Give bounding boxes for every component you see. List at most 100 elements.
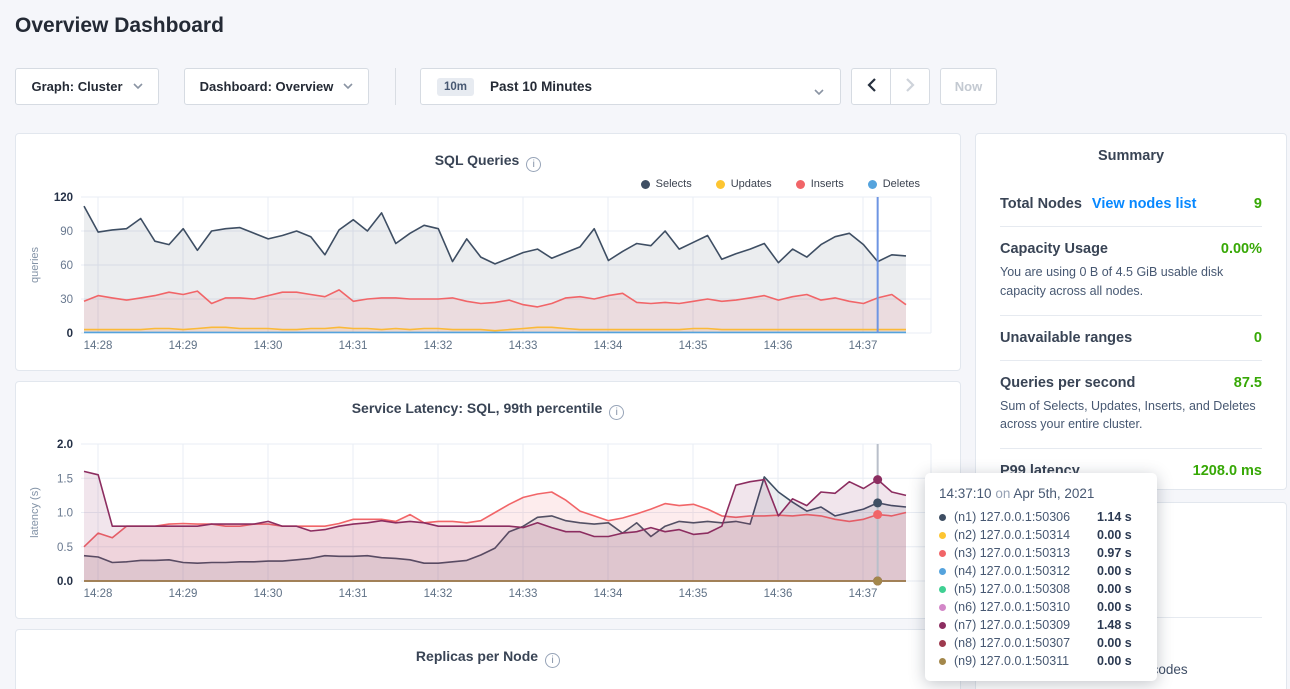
tooltip-node-value: 0.00 s [1097,528,1132,542]
svg-text:14:36: 14:36 [764,588,793,600]
series-dot-icon [939,604,946,611]
svg-text:14:33: 14:33 [509,588,538,600]
controls-divider [395,68,396,105]
p99-latency-value: 1208.0 ms [1193,463,1262,479]
svg-text:120: 120 [54,192,73,204]
chevron-right-icon [906,78,915,95]
tooltip-rows: (n1) 127.0.0.1:503061.14 s(n2) 127.0.0.1… [939,508,1143,670]
tooltip-node-value: 1.14 s [1097,510,1132,524]
chart-hover-tooltip: 14:37:10 on Apr 5th, 2021 (n1) 127.0.0.1… [925,473,1157,681]
capacity-usage-label: Capacity Usage [1000,241,1108,257]
series-dot-icon [939,622,946,629]
time-range-label: Past 10 Minutes [490,79,592,94]
summary-divider [1000,315,1262,316]
tooltip-on-word: on [995,486,1010,501]
dashboard-dropdown-label: Dashboard: Overview [200,79,334,94]
graph-dropdown[interactable]: Graph: Cluster [15,68,159,105]
tooltip-node-value: 0.00 s [1097,654,1132,668]
summary-divider [1000,448,1262,449]
tooltip-node-label: (n8) 127.0.0.1:50307 [954,636,1097,650]
queries-per-second-value: 87.5 [1234,375,1262,391]
tooltip-node-value: 0.00 s [1097,564,1132,578]
tooltip-row: (n6) 127.0.0.1:503100.00 s [939,598,1143,616]
svg-text:14:34: 14:34 [594,588,623,600]
svg-text:14:37: 14:37 [849,340,878,352]
summary-card: Summary Total Nodes View nodes list 9 Ca… [975,133,1287,490]
replicas-per-node-panel: Replicas per Nodei [15,629,961,689]
chevron-left-icon [867,78,876,95]
svg-text:60: 60 [60,260,73,272]
time-next-button[interactable] [890,68,930,105]
svg-text:14:34: 14:34 [594,340,623,352]
capacity-usage-desc: You are using 0 B of 4.5 GiB usable disk… [1000,263,1262,301]
time-range-selector[interactable]: 10m Past 10 Minutes [420,68,841,105]
svg-text:14:28: 14:28 [84,340,113,352]
service-latency-panel: Service Latency: SQL, 99th percentilei 0… [15,381,961,619]
tooltip-node-value: 0.00 s [1097,600,1132,614]
summary-divider [1000,360,1262,361]
series-dot-icon [939,550,946,557]
summary-title: Summary [1000,148,1262,164]
tooltip-row: (n8) 127.0.0.1:503070.00 s [939,634,1143,652]
tooltip-row: (n3) 127.0.0.1:503130.97 s [939,544,1143,562]
series-dot-icon [939,586,946,593]
sql-queries-chart[interactable]: 030609012014:2814:2914:3014:3114:3214:33… [16,134,962,372]
tooltip-node-value: 0.00 s [1097,636,1132,650]
svg-text:0.5: 0.5 [57,542,73,554]
tooltip-row: (n7) 127.0.0.1:503091.48 s [939,616,1143,634]
info-icon[interactable]: i [545,653,560,668]
now-button-label: Now [955,79,982,94]
total-nodes-value: 9 [1254,196,1262,212]
sql-queries-panel: SQL Queriesi SelectsUpdatesInsertsDelete… [15,133,961,371]
tooltip-node-label: (n6) 127.0.0.1:50310 [954,600,1097,614]
time-range-badge: 10m [437,78,474,96]
summary-divider [1000,226,1262,227]
svg-text:30: 30 [60,294,73,306]
svg-text:0.0: 0.0 [57,576,73,588]
graph-dropdown-label: Graph: Cluster [31,79,122,94]
svg-text:14:35: 14:35 [679,340,708,352]
unavailable-ranges-label: Unavailable ranges [1000,330,1132,346]
page-title: Overview Dashboard [15,14,224,38]
chevron-down-icon [343,83,353,90]
tooltip-node-label: (n9) 127.0.0.1:50311 [954,654,1097,668]
tooltip-node-label: (n3) 127.0.0.1:50313 [954,546,1097,560]
time-prev-button[interactable] [851,68,891,105]
svg-text:14:29: 14:29 [169,588,198,600]
tooltip-node-value: 0.97 s [1097,546,1132,560]
svg-text:queries: queries [29,246,41,283]
svg-text:14:31: 14:31 [339,340,368,352]
now-button[interactable]: Now [940,68,997,105]
tooltip-node-label: (n1) 127.0.0.1:50306 [954,510,1097,524]
tooltip-row: (n4) 127.0.0.1:503120.00 s [939,562,1143,580]
svg-text:90: 90 [60,226,73,238]
chevron-down-icon [133,83,143,90]
svg-text:14:36: 14:36 [764,340,793,352]
svg-text:14:29: 14:29 [169,340,198,352]
view-nodes-list-link[interactable]: View nodes list [1092,196,1197,212]
dashboard-dropdown[interactable]: Dashboard: Overview [184,68,369,105]
svg-text:14:37: 14:37 [849,588,878,600]
unavailable-ranges-value: 0 [1254,330,1262,346]
svg-text:0: 0 [67,328,73,340]
tooltip-row: (n1) 127.0.0.1:503061.14 s [939,508,1143,526]
series-dot-icon [939,568,946,575]
tooltip-node-value: 1.48 s [1097,618,1132,632]
tooltip-row: (n2) 127.0.0.1:503140.00 s [939,526,1143,544]
series-dot-icon [939,658,946,665]
svg-text:latency (s): latency (s) [29,487,41,538]
capacity-usage-value: 0.00% [1221,241,1262,257]
svg-text:14:33: 14:33 [509,340,538,352]
svg-text:14:32: 14:32 [424,588,453,600]
tooltip-row: (n5) 127.0.0.1:503080.00 s [939,580,1143,598]
tooltip-node-label: (n7) 127.0.0.1:50309 [954,618,1097,632]
series-dot-icon [939,514,946,521]
service-latency-chart[interactable]: 0.00.51.01.52.014:2814:2914:3014:3114:32… [16,382,962,620]
tooltip-date: Apr 5th, 2021 [1013,486,1094,501]
svg-text:14:30: 14:30 [254,340,283,352]
chevron-down-icon [814,84,824,99]
svg-text:2.0: 2.0 [57,439,73,451]
total-nodes-label: Total Nodes [1000,196,1082,212]
svg-text:1.5: 1.5 [57,473,73,485]
tooltip-node-label: (n2) 127.0.0.1:50314 [954,528,1097,542]
